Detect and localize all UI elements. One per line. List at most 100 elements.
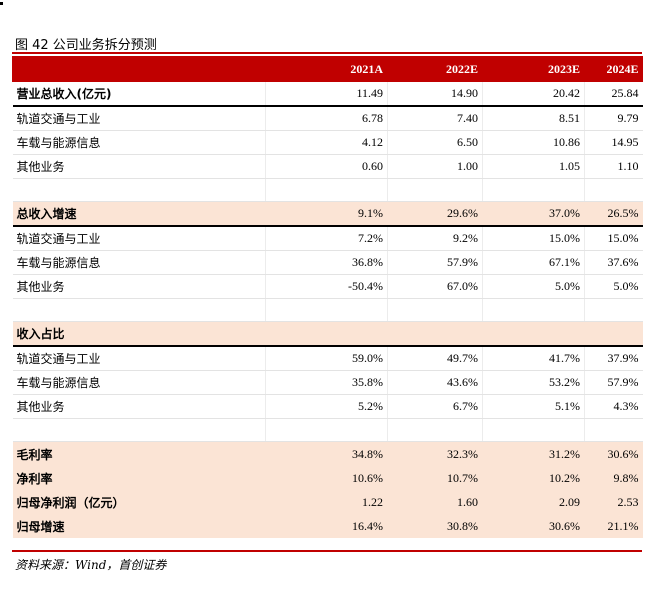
row-value-2022e: 30.8% bbox=[387, 514, 483, 538]
row-label: 车载与能源信息 bbox=[12, 130, 266, 155]
header-cell-label bbox=[12, 56, 266, 82]
row-value-2024e bbox=[584, 418, 643, 442]
row-label: 轨道交通与工业 bbox=[12, 226, 266, 251]
table-row bbox=[12, 418, 643, 442]
row-value-2021a: 0.60 bbox=[265, 154, 388, 179]
row-value-2021a: 36.8% bbox=[265, 250, 388, 275]
row-value-2024e: 1.10 bbox=[584, 154, 643, 179]
table-row: 轨道交通与工业 6.78 7.40 8.51 9.79 bbox=[12, 106, 643, 131]
row-label: 收入占比 bbox=[12, 321, 266, 347]
row-label: 轨道交通与工业 bbox=[12, 346, 266, 371]
table-row: 收入占比 bbox=[12, 321, 643, 347]
row-label: 车载与能源信息 bbox=[12, 370, 266, 395]
row-value-2022e: 10.7% bbox=[387, 466, 483, 490]
row-label: 归母增速 bbox=[12, 514, 266, 538]
table-row: 车载与能源信息 35.8% 43.6% 53.2% 57.9% bbox=[12, 370, 643, 395]
row-value-2023e: 1.05 bbox=[482, 154, 585, 179]
row-value-2021a bbox=[265, 298, 388, 322]
table-row: 轨道交通与工业 59.0% 49.7% 41.7% 37.9% bbox=[12, 346, 643, 371]
table-row: 其他业务 5.2% 6.7% 5.1% 4.3% bbox=[12, 394, 643, 419]
row-value-2024e bbox=[584, 321, 643, 347]
row-value-2023e: 10.2% bbox=[482, 466, 585, 490]
row-value-2024e: 14.95 bbox=[584, 130, 643, 155]
table-row bbox=[12, 298, 643, 322]
row-value-2022e: 1.60 bbox=[387, 490, 483, 514]
row-value-2021a: 10.6% bbox=[265, 466, 388, 490]
row-value-2022e bbox=[387, 321, 483, 347]
row-value-2021a: 11.49 bbox=[265, 82, 388, 107]
row-value-2022e: 6.50 bbox=[387, 130, 483, 155]
table-row: 营业总收入(亿元) 11.49 14.90 20.42 25.84 bbox=[12, 82, 643, 107]
row-label: 其他业务 bbox=[12, 154, 266, 179]
header-cell-2022e: 2022E bbox=[387, 56, 483, 82]
row-value-2021a: 5.2% bbox=[265, 394, 388, 419]
row-value-2022e bbox=[387, 178, 483, 202]
row-label: 营业总收入(亿元) bbox=[12, 82, 266, 107]
row-label bbox=[12, 418, 266, 442]
table-row: 毛利率 34.8% 32.3% 31.2% 30.6% bbox=[12, 441, 643, 466]
row-value-2024e: 9.8% bbox=[584, 466, 643, 490]
row-value-2024e: 9.79 bbox=[584, 106, 643, 131]
row-label: 其他业务 bbox=[12, 274, 266, 299]
row-label: 总收入增速 bbox=[12, 201, 266, 227]
row-value-2021a: 4.12 bbox=[265, 130, 388, 155]
row-value-2022e bbox=[387, 418, 483, 442]
row-value-2023e: 15.0% bbox=[482, 226, 585, 251]
row-label: 净利率 bbox=[12, 466, 266, 490]
row-value-2022e: 14.90 bbox=[387, 82, 483, 107]
row-value-2021a: 59.0% bbox=[265, 346, 388, 371]
table-row bbox=[12, 178, 643, 202]
row-value-2023e: 8.51 bbox=[482, 106, 585, 131]
row-value-2021a: 1.22 bbox=[265, 490, 388, 514]
row-value-2022e: 67.0% bbox=[387, 274, 483, 299]
row-value-2023e bbox=[482, 321, 585, 347]
row-value-2021a bbox=[265, 321, 388, 347]
row-value-2022e: 29.6% bbox=[387, 201, 483, 227]
row-label: 归母净利润（亿元） bbox=[12, 490, 266, 514]
figure-title: 图 42 公司业务拆分预测 bbox=[15, 38, 157, 53]
row-value-2024e: 26.5% bbox=[584, 201, 643, 227]
table-row: 净利率 10.6% 10.7% 10.2% 9.8% bbox=[12, 466, 643, 490]
header-cell-2021a: 2021A bbox=[265, 56, 388, 82]
row-value-2023e: 37.0% bbox=[482, 201, 585, 227]
row-value-2021a: 6.78 bbox=[265, 106, 388, 131]
header-cell-2023e: 2023E bbox=[482, 56, 585, 82]
row-value-2021a: 35.8% bbox=[265, 370, 388, 395]
source-note: 资料来源：Wind，首创证券 bbox=[15, 558, 167, 572]
row-value-2024e: 30.6% bbox=[584, 441, 643, 466]
title-rule bbox=[12, 52, 642, 54]
row-value-2022e: 6.7% bbox=[387, 394, 483, 419]
row-label: 毛利率 bbox=[12, 441, 266, 466]
table-row: 车载与能源信息 4.12 6.50 10.86 14.95 bbox=[12, 130, 643, 155]
table-row: 其他业务 -50.4% 67.0% 5.0% 5.0% bbox=[12, 274, 643, 299]
table-row: 归母增速 16.4% 30.8% 30.6% 21.1% bbox=[12, 514, 643, 538]
header-cell-2024e: 2024E bbox=[584, 56, 643, 82]
row-value-2023e bbox=[482, 418, 585, 442]
row-value-2023e: 20.42 bbox=[482, 82, 585, 107]
row-value-2024e: 4.3% bbox=[584, 394, 643, 419]
row-value-2023e bbox=[482, 298, 585, 322]
row-value-2024e: 57.9% bbox=[584, 370, 643, 395]
table-row: 归母净利润（亿元） 1.22 1.60 2.09 2.53 bbox=[12, 490, 643, 514]
row-label: 轨道交通与工业 bbox=[12, 106, 266, 131]
row-value-2022e: 49.7% bbox=[387, 346, 483, 371]
row-value-2022e: 9.2% bbox=[387, 226, 483, 251]
row-value-2024e: 15.0% bbox=[584, 226, 643, 251]
row-value-2024e bbox=[584, 178, 643, 202]
table-row: 车载与能源信息 36.8% 57.9% 67.1% 37.6% bbox=[12, 250, 643, 275]
row-label: 其他业务 bbox=[12, 394, 266, 419]
row-value-2022e: 7.40 bbox=[387, 106, 483, 131]
row-value-2024e: 25.84 bbox=[584, 82, 643, 107]
source-rule bbox=[12, 550, 642, 552]
table-header-row: 2021A 2022E 2023E 2024E bbox=[12, 56, 643, 82]
row-value-2022e: 57.9% bbox=[387, 250, 483, 275]
row-value-2021a bbox=[265, 178, 388, 202]
row-value-2023e: 31.2% bbox=[482, 441, 585, 466]
forecast-table-body: 2021A 2022E 2023E 2024E 营业总收入(亿元) 11.49 14… bbox=[12, 56, 643, 538]
row-value-2022e bbox=[387, 298, 483, 322]
row-value-2024e: 37.6% bbox=[584, 250, 643, 275]
forecast-table: 2021A 2022E 2023E 2024E 营业总收入(亿元) 11.49 14… bbox=[12, 56, 643, 538]
row-value-2024e: 2.53 bbox=[584, 490, 643, 514]
row-value-2023e: 2.09 bbox=[482, 490, 585, 514]
table-row: 总收入增速 9.1% 29.6% 37.0% 26.5% bbox=[12, 201, 643, 227]
